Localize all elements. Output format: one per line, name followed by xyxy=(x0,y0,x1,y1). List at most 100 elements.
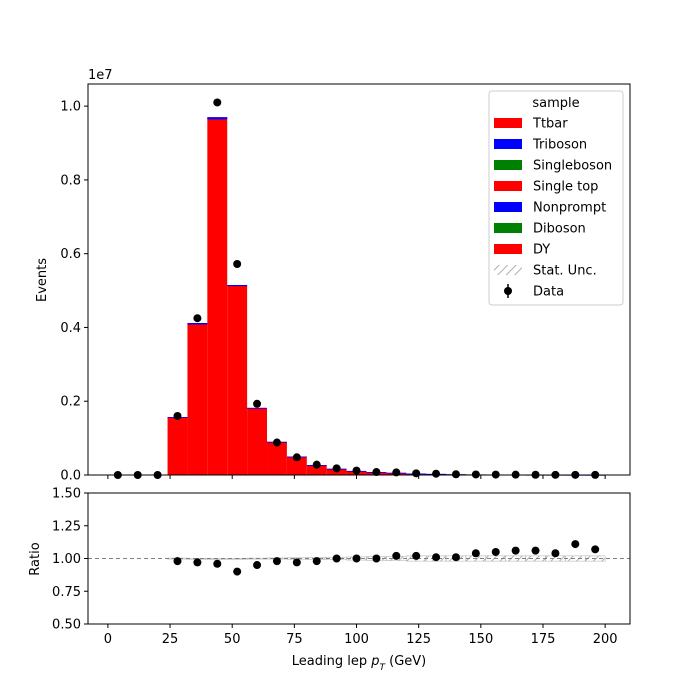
ratio-point xyxy=(591,545,600,554)
ratio-ylabel: Ratio xyxy=(28,542,43,575)
legend-box xyxy=(488,90,624,306)
ratio-point xyxy=(392,551,401,560)
ratio-point xyxy=(193,558,202,567)
ratio-point xyxy=(173,557,182,566)
legend-swatch xyxy=(494,118,522,128)
legend-label: Stat. Unc. xyxy=(533,264,597,279)
legend-swatch xyxy=(494,244,522,254)
x-tick-label: 75 xyxy=(286,632,303,647)
ratio-point xyxy=(432,553,441,562)
ratio-point xyxy=(213,559,222,568)
data-point xyxy=(193,314,202,323)
legend-label: Singleboson xyxy=(533,159,612,174)
x-tick-label: 50 xyxy=(224,632,241,647)
histogram-bar xyxy=(167,417,188,475)
histogram-bar xyxy=(227,285,248,475)
x-tick-label: 100 xyxy=(344,632,369,647)
data-point xyxy=(292,453,301,462)
y-tick-label: 0.0 xyxy=(60,469,81,484)
legend-label: Diboson xyxy=(533,222,586,237)
ratio-y-tick-label: 0.75 xyxy=(52,585,81,600)
ratio-point xyxy=(312,557,321,566)
legend-entry: Single top xyxy=(494,180,598,195)
data-point xyxy=(173,411,182,420)
stat-unc-band xyxy=(525,555,546,562)
legend-swatch-hatch xyxy=(494,265,522,275)
ratio-point xyxy=(332,554,341,563)
y-tick-label: 1.0 xyxy=(60,100,81,115)
main-ylabel: Events xyxy=(35,258,50,302)
nonprompt-bar xyxy=(227,285,248,287)
y-tick-label: 0.2 xyxy=(60,395,81,410)
ratio-y-tick-label: 0.50 xyxy=(52,618,81,633)
legend-swatch xyxy=(494,223,522,233)
legend-label: Nonprompt xyxy=(533,201,606,216)
legend-label: Data xyxy=(533,285,564,300)
ratio-point xyxy=(253,561,262,570)
y-tick-label: 0.4 xyxy=(60,321,81,336)
main-yticks: 0.0 0.2 0.4 0.6 0.8 1.0 xyxy=(60,100,88,484)
legend-label: Single top xyxy=(533,180,598,195)
legend-entry: Nonprompt xyxy=(494,201,606,216)
ratio-point xyxy=(233,567,242,576)
ratio-point xyxy=(372,554,381,563)
data-point xyxy=(272,438,281,447)
ratio-point xyxy=(412,551,421,560)
ratio-panel: 0.50 0.75 1.00 1.25 1.50 0 25 50 75 100 125 150 175… xyxy=(28,487,631,673)
ratio-points xyxy=(173,540,600,576)
legend-label: Triboson xyxy=(532,138,587,153)
y-scale-label: 1e7 xyxy=(88,68,113,83)
main-bars xyxy=(167,117,606,475)
x-tick-label: 0 xyxy=(104,632,112,647)
ratio-point xyxy=(531,546,540,555)
nonprompt-bar xyxy=(187,323,208,325)
data-point xyxy=(372,468,381,477)
histogram-bar xyxy=(187,323,208,475)
ratio-y-tick-label: 1.50 xyxy=(52,487,81,502)
histogram-bar xyxy=(286,456,307,475)
histogram-bar xyxy=(207,117,228,475)
main-frame xyxy=(87,83,631,476)
legend: sample Ttbar Triboson Singleboson Single to… xyxy=(488,90,624,306)
ratio-point xyxy=(511,546,520,555)
stat-unc-band xyxy=(565,555,586,562)
x-tick-label: 150 xyxy=(468,632,493,647)
data-point xyxy=(312,460,321,469)
main-xticks xyxy=(107,475,606,479)
ratio-point xyxy=(352,554,361,563)
data-point xyxy=(432,469,441,478)
legend-label: Ttbar xyxy=(532,117,568,132)
data-point xyxy=(471,470,480,479)
legend-entry: Stat. Unc. xyxy=(494,264,597,279)
legend-entries: Ttbar Triboson Singleboson Single top Nonpro… xyxy=(494,117,612,300)
ratio-y-tick-label: 1.00 xyxy=(52,552,81,567)
histogram-bar xyxy=(306,465,327,475)
x-tick-label: 25 xyxy=(162,632,179,647)
data-point xyxy=(451,470,460,479)
ratio-point xyxy=(491,547,500,556)
ratio-xticks: 0 25 50 75 100 125 150 175 200 xyxy=(104,624,618,647)
data-point xyxy=(213,98,222,107)
data-point xyxy=(233,260,242,269)
legend-marker xyxy=(504,287,512,295)
x-axis-label: Leading lep pT (GeV) xyxy=(292,654,426,673)
histogram-bar xyxy=(247,407,268,475)
histogram-bar xyxy=(267,441,287,475)
legend-entry: Singleboson xyxy=(494,159,612,174)
ratio-yticks: 0.50 0.75 1.00 1.25 1.50 xyxy=(52,487,88,633)
nonprompt-bar xyxy=(207,117,228,120)
legend-entry: Triboson xyxy=(494,138,587,153)
ratio-point xyxy=(571,540,580,549)
x-tick-label: 175 xyxy=(531,632,556,647)
legend-entry: Diboson xyxy=(494,222,586,237)
nonprompt-bar xyxy=(247,407,268,409)
data-point xyxy=(392,468,401,477)
legend-swatch xyxy=(494,139,522,149)
legend-title: sample xyxy=(532,96,579,111)
legend-swatch xyxy=(494,181,522,191)
legend-entry: DY xyxy=(494,243,550,258)
ratio-point xyxy=(451,553,460,562)
ratio-point xyxy=(471,549,480,558)
y-tick-label: 0.8 xyxy=(60,173,81,188)
